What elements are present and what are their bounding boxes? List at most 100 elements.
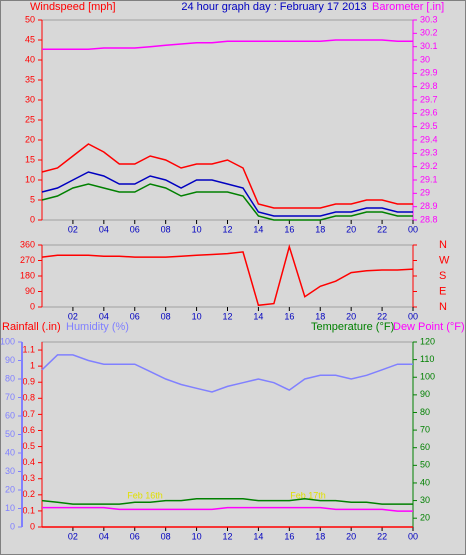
y-tick-label: 29.2 xyxy=(420,161,438,171)
x-tick-label: 04 xyxy=(99,311,109,321)
x-tick-label: 18 xyxy=(315,531,325,541)
y-tick-label: 100 xyxy=(0,336,15,346)
y-tick-label: 50 xyxy=(25,14,35,24)
x-tick-label: 08 xyxy=(161,531,171,541)
y-tick-label: 60 xyxy=(420,442,430,452)
y-tick-label: 5 xyxy=(30,194,35,204)
y-tick-label: 70 xyxy=(420,424,430,434)
y-tick-label: 30 xyxy=(25,94,35,104)
y-tick-label: 1 xyxy=(30,361,35,371)
y-tick-label: N xyxy=(439,301,447,313)
y-tick-label: 20 xyxy=(5,484,15,494)
x-tick-label: 08 xyxy=(161,311,171,321)
y-tick-label: 30.2 xyxy=(420,28,438,38)
x-tick-label: 22 xyxy=(377,224,387,234)
x-tick-label: 10 xyxy=(192,224,202,234)
y-tick-label: 0.9 xyxy=(22,377,35,387)
y-tick-label: 180 xyxy=(20,270,35,280)
annotation: Feb 16th xyxy=(127,490,163,500)
y-tick-label: 0 xyxy=(30,521,35,531)
axis-title: Temperature (°F) xyxy=(311,321,394,333)
x-tick-label: 02 xyxy=(68,311,78,321)
y-tick-label: 0.6 xyxy=(22,425,35,435)
x-tick-label: 00 xyxy=(408,531,418,541)
x-tick-label: 06 xyxy=(130,531,140,541)
y-tick-label: 0.2 xyxy=(22,489,35,499)
axis-title: Humidity (%) xyxy=(66,321,129,333)
y-tick-label: 50 xyxy=(5,429,15,439)
series-line xyxy=(42,506,413,512)
x-tick-label: 16 xyxy=(284,311,294,321)
y-tick-label: 100 xyxy=(420,372,435,382)
series-line xyxy=(41,244,414,307)
x-tick-label: 00 xyxy=(408,311,418,321)
axis-title: Dew Point (°F) xyxy=(393,321,465,333)
series-line xyxy=(42,39,413,51)
y-tick-label: 0.4 xyxy=(22,457,35,467)
y-tick-label: 45 xyxy=(25,34,35,44)
y-tick-label: 0 xyxy=(30,214,35,224)
y-tick-label: 270 xyxy=(20,255,35,265)
y-tick-label: 10 xyxy=(25,174,35,184)
y-tick-label: 0.7 xyxy=(22,409,35,419)
y-tick-label: 29.7 xyxy=(420,94,438,104)
y-tick-label: 70 xyxy=(5,392,15,402)
x-tick-label: 14 xyxy=(253,311,263,321)
series-line xyxy=(41,143,413,209)
y-tick-label: 29.6 xyxy=(420,108,438,118)
y-tick-label: 40 xyxy=(25,54,35,64)
x-tick-label: 20 xyxy=(346,531,356,541)
y-tick-label: 360 xyxy=(20,239,35,249)
y-tick-label: 0 xyxy=(10,521,15,531)
y-tick-label: 0.8 xyxy=(22,393,35,403)
axis-title: Windspeed [mph] xyxy=(30,1,116,13)
y-tick-label: 40 xyxy=(5,447,15,457)
x-tick-label: 06 xyxy=(130,311,140,321)
y-tick-label: 35 xyxy=(25,74,35,84)
y-tick-label: 120 xyxy=(420,336,435,346)
y-tick-label: 30 xyxy=(420,54,430,64)
y-tick-label: 90 xyxy=(5,355,15,365)
series-line xyxy=(41,171,413,217)
x-tick-label: 12 xyxy=(222,311,232,321)
x-tick-label: 14 xyxy=(253,531,263,541)
y-tick-label: 0 xyxy=(30,301,35,311)
y-tick-label: S xyxy=(439,270,446,282)
y-tick-label: 40 xyxy=(420,477,430,487)
x-tick-label: 10 xyxy=(192,311,202,321)
x-tick-label: 04 xyxy=(99,224,109,234)
x-tick-label: 14 xyxy=(253,224,263,234)
y-tick-label: 29 xyxy=(420,188,430,198)
y-tick-label: 90 xyxy=(25,286,35,296)
y-tick-label: 80 xyxy=(5,373,15,383)
x-tick-label: 16 xyxy=(284,531,294,541)
y-tick-label: 1.1 xyxy=(22,344,35,354)
y-tick-label: 30.1 xyxy=(420,41,438,51)
y-tick-label: 28.9 xyxy=(420,201,438,211)
annotation: Feb 17th xyxy=(290,490,326,500)
series-line xyxy=(41,354,413,393)
series-line xyxy=(41,183,413,221)
y-tick-label: 29.9 xyxy=(420,68,438,78)
y-tick-label: 0.5 xyxy=(22,441,35,451)
x-tick-label: 22 xyxy=(377,311,387,321)
x-tick-label: 20 xyxy=(346,311,356,321)
x-tick-label: 06 xyxy=(130,224,140,234)
y-tick-label: 28.8 xyxy=(420,214,438,224)
y-tick-label: 90 xyxy=(420,389,430,399)
x-tick-label: 12 xyxy=(222,531,232,541)
x-tick-label: 18 xyxy=(315,224,325,234)
y-tick-label: 110 xyxy=(420,354,434,364)
y-tick-label: 20 xyxy=(420,513,430,523)
series-line xyxy=(41,498,413,505)
y-tick-label: 29.3 xyxy=(420,148,438,158)
x-tick-label: 18 xyxy=(315,311,325,321)
y-tick-label: 10 xyxy=(5,503,15,513)
y-tick-label: 60 xyxy=(5,410,15,420)
y-tick-label: W xyxy=(439,254,450,266)
chart-title: 24 hour graph day : February 17 2013 xyxy=(181,1,366,13)
y-tick-label: 15 xyxy=(25,154,35,164)
x-tick-label: 02 xyxy=(68,531,78,541)
axis-title: Barometer [.in] xyxy=(372,1,444,13)
